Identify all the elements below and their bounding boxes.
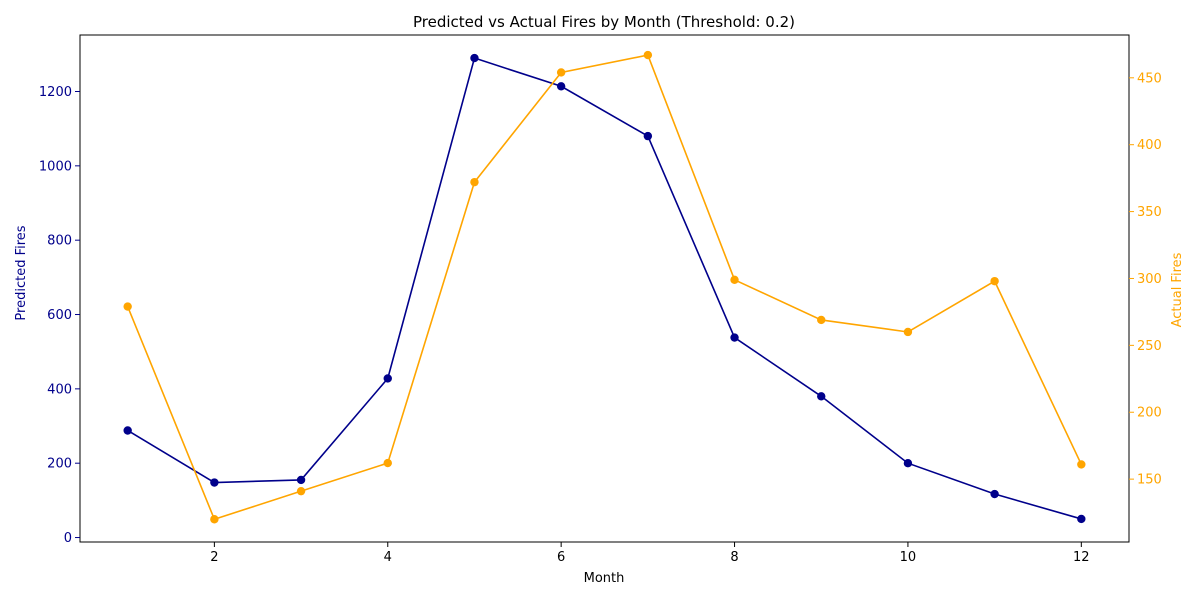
data-point-actual-fires (470, 177, 479, 187)
data-point-actual-fires (210, 515, 219, 524)
y-left-tick-label: 1000 (39, 159, 72, 174)
data-point-actual-fires (1077, 460, 1086, 469)
x-axis-label: Month (584, 571, 625, 586)
data-point-predicted-fires (470, 53, 479, 63)
data-point-predicted-fires (383, 374, 392, 383)
y-right-tick-label: 450 (1137, 71, 1162, 86)
y-right-tick-label: 350 (1137, 205, 1162, 220)
data-point-predicted-fires (903, 459, 913, 468)
y-left-tick-label: 400 (47, 382, 72, 397)
y-right-tick-label: 400 (1137, 138, 1162, 153)
data-point-actual-fires (296, 486, 306, 496)
y-left-axis-label: Predicted Fires (14, 225, 29, 320)
data-point-predicted-fires (556, 82, 566, 91)
data-point-actual-fires (643, 50, 653, 60)
y-right-tick-label: 250 (1137, 339, 1162, 354)
series-line-actual-fires (126, 54, 1083, 521)
data-point-predicted-fires (730, 333, 739, 342)
x-tick-label: 2 (210, 550, 218, 565)
y-left-tick-label: 0 (64, 531, 72, 546)
y-right-axis-label: Actual Fires (1170, 252, 1185, 327)
data-point-predicted-fires (123, 426, 132, 435)
y-left-tick-label: 200 (47, 457, 72, 472)
y-left-tick-label: 800 (47, 234, 72, 249)
x-tick-label: 6 (557, 550, 565, 565)
y-right-tick-label: 150 (1137, 473, 1162, 488)
series-line-predicted-fires (127, 57, 1082, 520)
y-left-tick-label: 1200 (39, 85, 72, 100)
data-point-actual-fires (817, 315, 826, 325)
x-tick-label: 8 (730, 550, 738, 565)
chart-title: Predicted vs Actual Fires by Month (Thre… (413, 13, 795, 31)
data-point-predicted-fires (643, 131, 653, 141)
data-point-predicted-fires (210, 478, 219, 487)
x-tick-label: 12 (1073, 550, 1090, 565)
data-point-actual-fires (123, 302, 132, 311)
data-point-predicted-fires (817, 392, 826, 401)
x-tick-label: 4 (384, 550, 392, 565)
y-right-tick-label: 300 (1137, 272, 1162, 287)
data-point-predicted-fires (1077, 514, 1086, 524)
data-point-actual-fires (903, 327, 913, 337)
plot-frame (79, 34, 1130, 543)
y-left-tick-label: 600 (47, 308, 72, 323)
data-point-actual-fires (383, 458, 392, 468)
data-point-predicted-fires (296, 475, 306, 485)
y-right-tick-label: 200 (1137, 406, 1162, 421)
data-point-predicted-fires (990, 489, 999, 499)
data-point-actual-fires (556, 68, 566, 77)
data-point-actual-fires (990, 276, 999, 286)
x-tick-label: 10 (900, 550, 917, 565)
data-point-actual-fires (730, 275, 739, 284)
